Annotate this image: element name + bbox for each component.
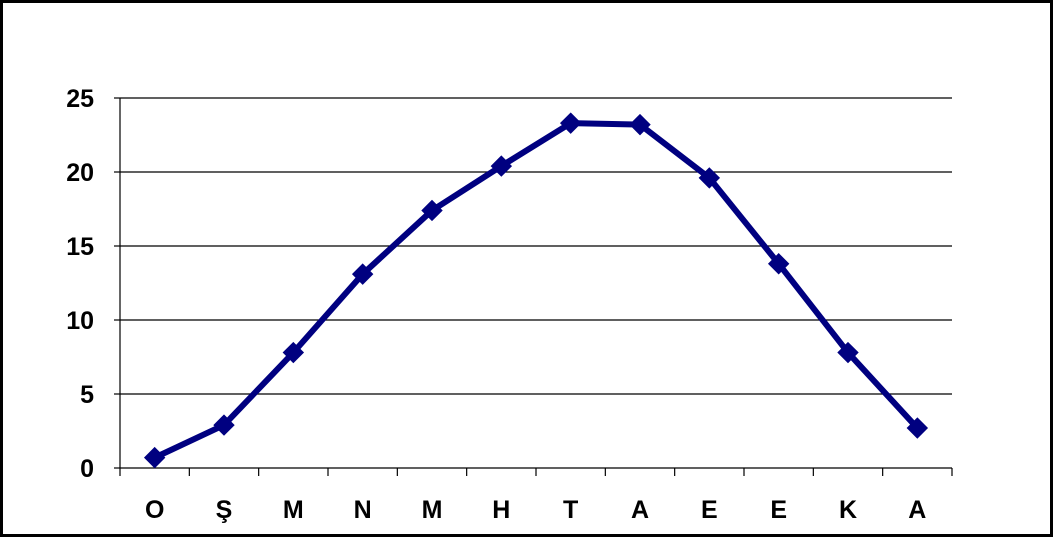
- x-tick-label: M: [283, 496, 304, 524]
- data-point-6: [490, 155, 513, 177]
- x-tick-label: A: [631, 496, 649, 524]
- x-tick-label: E: [770, 496, 787, 524]
- x-tick-label: Ş: [216, 496, 233, 524]
- x-tick-label: A: [908, 496, 926, 524]
- gridlines: [120, 97, 952, 395]
- series-layer: [143, 112, 929, 469]
- data-point-8: [629, 113, 651, 136]
- x-tick-label: O: [145, 496, 164, 524]
- x-tick-label: M: [422, 496, 443, 524]
- axes: [114, 97, 953, 476]
- y-tick-label: 25: [66, 85, 94, 113]
- x-tick-label: H: [492, 496, 510, 524]
- x-tick-label: E: [701, 496, 718, 524]
- data-point-9: [698, 167, 721, 189]
- y-tick-label: 20: [66, 159, 94, 187]
- data-point-4: [351, 263, 374, 285]
- y-tick-label: 0: [80, 455, 94, 483]
- data-point-3: [282, 341, 305, 364]
- y-tick-label: 10: [66, 307, 94, 335]
- data-point-12: [906, 417, 929, 439]
- x-tick-label: N: [354, 496, 372, 524]
- x-tick-label: K: [839, 496, 857, 524]
- data-point-11: [837, 341, 859, 364]
- y-tick-labels: 0 5 10 15 20 25: [66, 85, 94, 483]
- data-point-7: [559, 112, 582, 134]
- data-point-1: [143, 446, 166, 469]
- data-point-2: [213, 414, 235, 436]
- y-tick-label: 15: [66, 233, 94, 261]
- data-point-5: [421, 199, 443, 222]
- y-tick-label: 5: [80, 381, 94, 409]
- data-point-10: [767, 253, 790, 275]
- series-line: [153, 120, 920, 461]
- x-tick-label: T: [563, 496, 578, 524]
